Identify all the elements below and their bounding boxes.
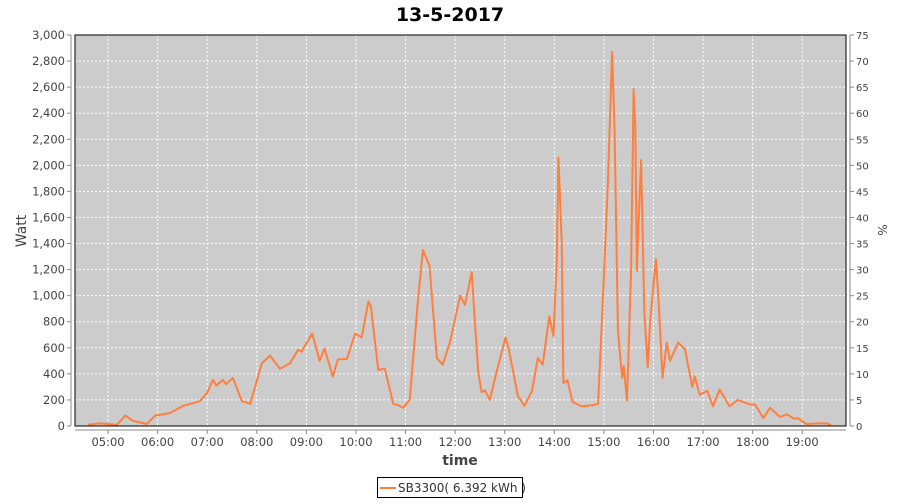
x-tick-label: 07:00 bbox=[191, 435, 224, 449]
y2-tick-label: 55 bbox=[856, 135, 869, 146]
legend-box bbox=[377, 477, 523, 498]
x-tick-label: 05:00 bbox=[91, 435, 124, 449]
x-tick-label: 06:00 bbox=[141, 435, 174, 449]
series-line bbox=[88, 50, 832, 427]
y2-tick-label: 5 bbox=[856, 396, 862, 407]
y2-tick-label: 20 bbox=[856, 318, 869, 329]
chart-title: 13-5-2017 bbox=[396, 4, 504, 26]
y-tick-label: 2,400 bbox=[32, 106, 65, 120]
y-tick-label: 0 bbox=[58, 419, 65, 433]
y2-tick-label: 40 bbox=[856, 213, 869, 224]
x-axis-label: time bbox=[442, 453, 478, 469]
y2-tick-label: 60 bbox=[856, 109, 869, 120]
y-tick-label: 2,200 bbox=[32, 132, 65, 146]
y-tick-label: 200 bbox=[43, 393, 65, 407]
x-tick-label: 14:00 bbox=[538, 435, 571, 449]
series-layer bbox=[88, 50, 832, 427]
y-tick-label: 2,800 bbox=[32, 54, 65, 68]
y2-tick-label: 25 bbox=[856, 292, 869, 303]
y-tick-label: 2,600 bbox=[32, 80, 65, 94]
y-tick-label: 3,000 bbox=[32, 28, 65, 42]
axes-ticks: 02004006008001,0001,2001,4001,6001,8002,… bbox=[32, 28, 869, 449]
y-tick-label: 400 bbox=[43, 367, 65, 381]
y-tick-label: 1,600 bbox=[32, 210, 65, 224]
y2-tick-label: 75 bbox=[856, 31, 869, 42]
x-tick-label: 12:00 bbox=[439, 435, 472, 449]
x-tick-label: 17:00 bbox=[686, 435, 719, 449]
x-tick-label: 11:00 bbox=[389, 435, 422, 449]
x-tick-label: 13:00 bbox=[488, 435, 521, 449]
y2-axis-label: % bbox=[875, 224, 889, 235]
y2-tick-label: 10 bbox=[856, 370, 869, 381]
plot-area bbox=[75, 35, 846, 426]
x-tick-label: 16:00 bbox=[637, 435, 670, 449]
plot-border bbox=[74, 34, 847, 427]
y-tick-label: 1,400 bbox=[32, 237, 65, 251]
y2-tick-label: 65 bbox=[856, 83, 869, 94]
y2-tick-label: 45 bbox=[856, 187, 869, 198]
y-tick-label: 1,200 bbox=[32, 263, 65, 277]
y2-tick-label: 30 bbox=[856, 266, 869, 277]
y-axis-label: Watt bbox=[14, 214, 30, 247]
x-tick-label: 19:00 bbox=[786, 435, 819, 449]
legend-label: SB3300( 6.392 kWh ) bbox=[398, 481, 526, 495]
x-tick-label: 10:00 bbox=[339, 435, 372, 449]
y2-tick-label: 15 bbox=[856, 344, 869, 355]
y-tick-label: 1,800 bbox=[32, 184, 65, 198]
y2-tick-label: 70 bbox=[856, 57, 869, 68]
y2-tick-label: 50 bbox=[856, 161, 869, 172]
x-tick-label: 18:00 bbox=[736, 435, 769, 449]
y-tick-label: 2,000 bbox=[32, 158, 65, 172]
y2-tick-label: 0 bbox=[856, 422, 862, 433]
x-tick-label: 08:00 bbox=[240, 435, 273, 449]
y2-tick-label: 35 bbox=[856, 240, 869, 251]
x-tick-label: 15:00 bbox=[587, 435, 620, 449]
y-tick-label: 800 bbox=[43, 315, 65, 329]
y-tick-label: 1,000 bbox=[32, 289, 65, 303]
x-tick-label: 09:00 bbox=[290, 435, 323, 449]
legend: SB3300( 6.392 kWh ) bbox=[377, 477, 526, 498]
y-tick-label: 600 bbox=[43, 341, 65, 355]
